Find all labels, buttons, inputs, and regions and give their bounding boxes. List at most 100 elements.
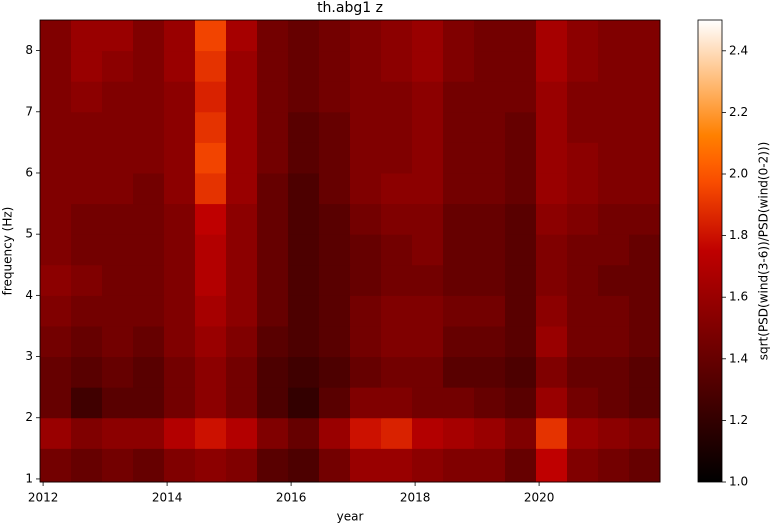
- heatmap-cell: [474, 264, 506, 296]
- heatmap-cell: [598, 356, 630, 388]
- heatmap-cell: [195, 203, 227, 235]
- heatmap-cell: [629, 203, 661, 235]
- heatmap-cell: [536, 172, 568, 205]
- heatmap-cell: [195, 264, 227, 296]
- heatmap-cell: [443, 20, 475, 52]
- heatmap-cell: [629, 142, 661, 174]
- heatmap-cell: [567, 142, 599, 174]
- heatmap-cell: [226, 417, 258, 449]
- heatmap-cell: [319, 203, 351, 235]
- heatmap-cell: [40, 448, 72, 483]
- heatmap-cell: [598, 264, 630, 296]
- heatmap-cell: [226, 234, 258, 266]
- heatmap-cell: [40, 356, 72, 388]
- heatmap-cell: [505, 295, 537, 327]
- heatmap-cell: [164, 50, 196, 82]
- heatmap-cell: [71, 387, 103, 419]
- y-tick-label: 1: [25, 471, 33, 485]
- heatmap-cell: [257, 142, 289, 174]
- y-tick-label: 5: [25, 227, 33, 241]
- heatmap-cell: [164, 387, 196, 419]
- heatmap-cell: [598, 81, 630, 113]
- heatmap-cell: [288, 295, 320, 327]
- heatmap-cell: [567, 111, 599, 143]
- heatmap-cell: [71, 448, 103, 483]
- heatmap-cell: [567, 325, 599, 358]
- heatmap-cell: [474, 295, 506, 327]
- heatmap-cell: [195, 81, 227, 113]
- heatmap-cell: [474, 20, 506, 52]
- heatmap-cell: [598, 234, 630, 266]
- heatmap-cell: [164, 356, 196, 388]
- heatmap-cell: [505, 111, 537, 143]
- heatmap-cell: [319, 81, 351, 113]
- heatmap-cell: [164, 20, 196, 52]
- heatmap-cell: [629, 264, 661, 296]
- heatmap-cell: [40, 295, 72, 327]
- heatmap-cell: [505, 448, 537, 483]
- colorbar-tick-label: 2.0: [729, 167, 748, 181]
- heatmap-cell: [443, 203, 475, 235]
- heatmap-cell: [629, 20, 661, 52]
- heatmap-cell: [536, 356, 568, 388]
- heatmap-cell: [319, 172, 351, 205]
- heatmap-cell: [288, 20, 320, 52]
- heatmap-cell: [133, 81, 165, 113]
- heatmap-cell: [319, 295, 351, 327]
- heatmap-cell: [567, 356, 599, 388]
- heatmap-cell: [102, 172, 134, 205]
- heatmap-cell: [133, 20, 165, 52]
- heatmap-cell: [412, 172, 444, 205]
- heatmap-cell: [536, 417, 568, 449]
- heatmap-cell: [40, 234, 72, 266]
- heatmap-cell: [443, 142, 475, 174]
- plot-frame: [39, 19, 661, 483]
- heatmap-cell: [288, 111, 320, 143]
- heatmap-cell: [226, 20, 258, 52]
- heatmap-cell: [350, 111, 382, 143]
- heatmap-cell: [226, 387, 258, 419]
- y-tick-label: 2: [25, 410, 33, 424]
- heatmap-cell: [474, 50, 506, 82]
- heatmap-cell: [288, 387, 320, 419]
- heatmap-cell: [443, 264, 475, 296]
- heatmap-cell: [350, 20, 382, 52]
- heatmap-cell: [195, 417, 227, 449]
- heatmap-cell: [350, 81, 382, 113]
- heatmap-cell: [350, 142, 382, 174]
- heatmap-cell: [629, 50, 661, 82]
- heatmap-cell: [40, 387, 72, 419]
- heatmap-cell: [319, 325, 351, 358]
- heatmap-cell: [257, 448, 289, 483]
- heatmap-cell: [443, 356, 475, 388]
- heatmap-cell: [505, 172, 537, 205]
- colorbar-tick-label: 2.2: [729, 105, 748, 119]
- heatmap-cell: [567, 50, 599, 82]
- heatmap-cell: [567, 81, 599, 113]
- heatmap-cell: [133, 172, 165, 205]
- heatmap-cell: [71, 295, 103, 327]
- heatmap-cell: [40, 81, 72, 113]
- heatmap-cell: [195, 295, 227, 327]
- heatmap-cell: [350, 325, 382, 358]
- heatmap-cell: [319, 387, 351, 419]
- heatmap-cell: [71, 203, 103, 235]
- heatmap-cell: [71, 356, 103, 388]
- heatmap-cell: [257, 111, 289, 143]
- heatmap-cell: [350, 172, 382, 205]
- heatmap-cell: [598, 325, 630, 358]
- heatmap-cell: [536, 234, 568, 266]
- heatmap-cell: [598, 295, 630, 327]
- heatmap-cell: [195, 172, 227, 205]
- heatmap-cell: [505, 417, 537, 449]
- heatmap-cell: [381, 172, 413, 205]
- heatmap-cell: [40, 417, 72, 449]
- heatmap-cell: [629, 81, 661, 113]
- heatmap-cell: [412, 203, 444, 235]
- x-tick-label: 2020: [524, 491, 555, 505]
- heatmap-cell: [629, 172, 661, 205]
- heatmap-cell: [567, 172, 599, 205]
- heatmap-cell: [195, 234, 227, 266]
- heatmap-cell: [71, 50, 103, 82]
- heatmap-cell: [102, 295, 134, 327]
